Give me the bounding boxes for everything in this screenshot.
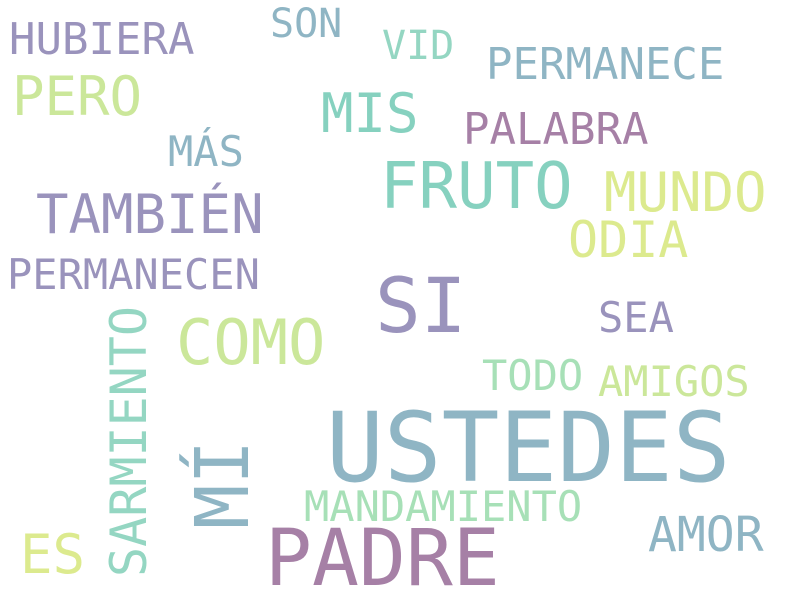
word-mi: MÍ bbox=[180, 440, 266, 530]
word-como: COMO bbox=[176, 306, 326, 379]
word-hubiera: HUBIERA bbox=[9, 14, 195, 65]
word-vid: VID bbox=[382, 23, 455, 69]
word-fruto: FRUTO bbox=[380, 150, 573, 224]
word-si: SI bbox=[375, 261, 467, 350]
word-pero: PERO bbox=[12, 65, 143, 128]
word-son: SON bbox=[270, 1, 343, 47]
word-mundo: MUNDO bbox=[604, 161, 767, 224]
word-mandamiento: MANDAMIENTO bbox=[304, 482, 583, 531]
word-es: ES bbox=[20, 523, 86, 586]
word-amor: AMOR bbox=[648, 507, 764, 563]
word-ustedes: USTEDES bbox=[326, 392, 731, 504]
word-permanecen: PERMANECEN bbox=[7, 250, 260, 299]
word-todo: TODO bbox=[482, 351, 584, 400]
word-padre: PADRE bbox=[265, 514, 500, 600]
word-sea: SEA bbox=[598, 293, 674, 342]
word-mas: MÁS bbox=[168, 127, 244, 176]
word-amigos: AMIGOS bbox=[598, 357, 750, 406]
word-palabra: PALABRA bbox=[463, 104, 649, 155]
word-tambien: TAMBIÉN bbox=[36, 183, 264, 246]
word-odia: ODIA bbox=[568, 211, 689, 269]
word-mis: MIS bbox=[321, 82, 419, 145]
word-permanece: PERMANECE bbox=[486, 39, 725, 90]
word-sarmiento: SARMIENTO bbox=[100, 306, 158, 577]
